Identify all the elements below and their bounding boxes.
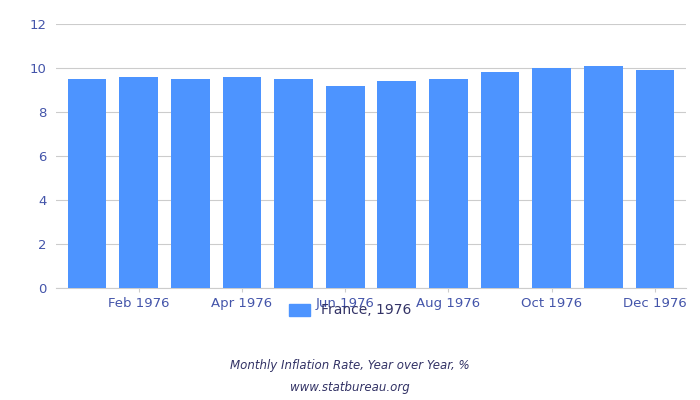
Bar xyxy=(429,79,468,288)
Bar xyxy=(584,66,623,288)
Bar xyxy=(533,68,571,288)
Bar xyxy=(636,70,674,288)
Bar xyxy=(223,77,261,288)
Bar xyxy=(171,79,209,288)
Bar xyxy=(119,77,158,288)
Text: Monthly Inflation Rate, Year over Year, %: Monthly Inflation Rate, Year over Year, … xyxy=(230,360,470,372)
Legend: France, 1976: France, 1976 xyxy=(284,298,416,323)
Bar xyxy=(326,86,365,288)
Text: www.statbureau.org: www.statbureau.org xyxy=(290,381,410,394)
Bar xyxy=(481,72,519,288)
Bar xyxy=(377,81,416,288)
Bar xyxy=(68,79,106,288)
Bar xyxy=(274,79,313,288)
